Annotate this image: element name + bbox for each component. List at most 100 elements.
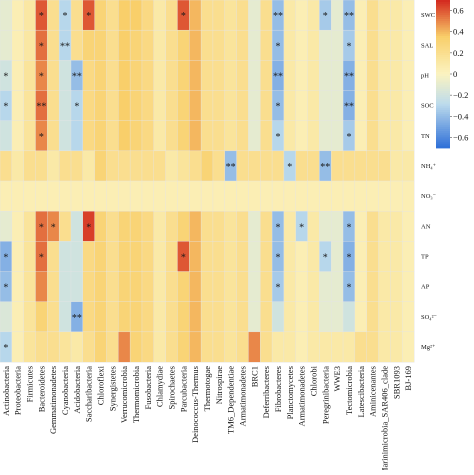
heatmap-cell-r9-c27 [319,271,332,303]
heatmap-cell-r6-c2 [23,180,36,212]
heatmap-cell-r1-c16 [189,29,202,61]
heatmap-cell-r2-c24 [283,60,297,92]
heatmap-cell-r0-c32 [378,0,391,31]
heatmap-cell-r2-c19 [224,60,238,92]
significance-mark: * [39,71,44,82]
heatmap-cell-r4-c15 [177,120,190,152]
heatmap-cell-r6-c26 [307,180,320,212]
heatmap-cell-r6-c29 [342,180,356,212]
colorbar-segment [436,82,450,85]
colorbar-segment [436,44,450,47]
heatmap-cell-r10-c2 [23,301,36,333]
colorbar-segment [436,80,450,83]
heatmap-cell-r6-c27 [319,180,332,212]
significance-mark: * [86,222,91,233]
x-tick-label: Planctomycetes [285,366,295,419]
heatmap-cell-r11-c29 [342,331,356,363]
heatmap-cell-r6-c15 [177,180,190,212]
heatmap-cell-r6-c8 [94,180,107,212]
heatmap-cell-r6-c3 [35,180,48,212]
colorbar-segment [436,114,450,117]
heatmap-cell-r11-c21 [248,331,261,363]
colorbar-segment [436,52,450,56]
heatmap-cell-r4-c17 [200,120,214,152]
heatmap-cell-r1-c8 [94,29,107,61]
heatmap-cell-r11-c17 [200,331,214,363]
heatmap-cell-r4-c27 [319,120,332,152]
heatmap-cell-r7-c11 [129,210,143,242]
heatmap-cell-r11-c28 [331,331,344,363]
heatmap-cell-r3-c10 [118,90,131,122]
heatmap-cell-r1-c11 [129,29,143,61]
colorbar-segment [436,8,450,11]
colorbar-segment [436,40,450,43]
colorbar-segment [436,54,450,58]
heatmap-cell-r2-c15 [177,60,190,92]
heatmap-cell-r6-c32 [378,180,391,212]
heatmap-cell-r0-c25 [295,0,309,31]
heatmap-cell-r0-c12 [141,0,155,31]
significance-mark: * [39,11,44,22]
heatmap-cell-r9-c11 [129,271,143,303]
heatmap-cell-r1-c26 [307,29,320,61]
heatmap-cell-r1-c25 [295,29,309,61]
heatmap-cell-r2-c26 [307,60,320,92]
colorbar-segment [436,90,450,94]
x-tick-label: Nitrospirae [214,366,224,404]
x-tick-label: Proteobacteria [13,366,23,415]
heatmap-cell-r5-c31 [366,150,380,182]
colorbar-segment [436,69,450,73]
heatmap-cell-r3-c31 [366,90,380,122]
significance-mark: * [39,41,44,52]
heatmap-cell-r0-c30 [354,0,368,31]
x-tick-label: Deferribacteres [261,366,271,418]
significance-mark: ** [320,162,330,173]
significance-mark: * [51,222,56,233]
heatmap-cell-r1-c20 [236,29,249,61]
colorbar-tick-label: −0.2 [453,90,468,100]
heatmap-cell-r7-c13 [153,210,167,242]
heatmap-cell-r1-c9 [106,29,119,61]
heatmap-cell-r1-c7 [82,29,96,61]
heatmap-cell-r11-c34 [401,331,415,363]
colorbar-segment [436,71,450,75]
significance-mark: * [323,11,328,22]
colorbar-segment [436,21,450,24]
heatmap-cell-r5-c21 [248,150,261,182]
significance-mark: * [346,222,351,233]
heatmap-cell-r2-c10 [118,60,131,92]
heatmap-cell-r8-c21 [248,241,261,273]
colorbar-segment [436,61,450,64]
heatmap-cell-r8-c6 [70,241,84,273]
heatmap-cell-r5-c22 [260,150,273,182]
colorbar-segment [436,0,450,3]
heatmap-cell-r8-c20 [236,241,249,273]
x-tick-label: WWE3 [332,366,342,392]
heatmap-cell-r3-c27 [319,90,332,122]
heatmap-cell-r3-c22 [260,90,273,122]
heatmap-cell-r10-c14 [165,301,178,333]
heatmap-cell-r8-c18 [212,241,226,273]
heatmap-cell-r11-c11 [129,331,143,363]
heatmap-cell-r0-c14 [165,0,178,31]
heatmap-cell-r11-c1 [11,331,25,363]
heatmap-cell-r10-c21 [248,301,261,333]
significance-mark: ** [344,102,354,113]
x-tick-label: Synergistetes [107,366,117,411]
colorbar-segment [436,12,450,16]
heatmap-cell-r4-c26 [307,120,320,152]
heatmap-cell-r3-c32 [378,90,391,122]
heatmap-cell-r5-c28 [331,150,344,182]
heatmap-cell-r4-c32 [378,120,391,152]
heatmap-cell-r10-c22 [260,301,273,333]
heatmap-cell-r4-c12 [141,120,155,152]
heatmap-cell-r1-c18 [212,29,226,61]
heatmap-cell-r0-c1 [11,0,25,31]
x-tick-label: Gemmatimonadetes [48,366,58,434]
heatmap-cell-r2-c31 [366,60,380,92]
heatmap-cell-r8-c34 [401,241,415,273]
heatmap-cell-r9-c22 [260,271,273,303]
significance-mark: * [3,71,8,82]
heatmap-cell-r7-c34 [401,210,415,242]
